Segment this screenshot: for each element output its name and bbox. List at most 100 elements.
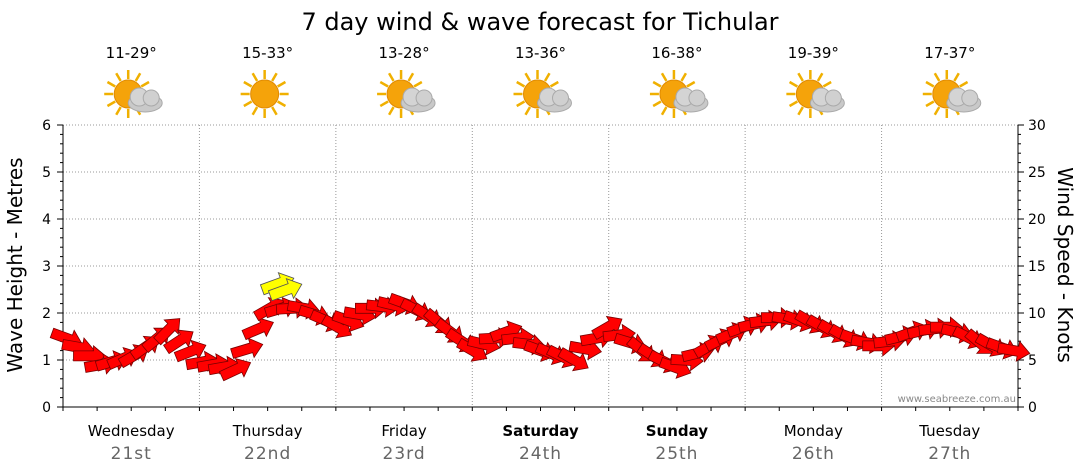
cloud-shape xyxy=(415,89,433,107)
sun-ray xyxy=(271,106,278,116)
axes: 0 01 52 103 154 205 256 30 xyxy=(42,118,1046,416)
day-date: 24th xyxy=(519,444,562,464)
partly-cloudy-icon xyxy=(377,70,436,118)
sun-ray xyxy=(660,72,668,82)
day-temperature: 16-38° xyxy=(651,44,702,62)
sun-ray xyxy=(788,80,798,88)
sun-disc xyxy=(250,79,280,109)
y-tick-right: 5 xyxy=(1028,353,1037,369)
day-name: Saturday xyxy=(502,422,579,440)
y-tick-left: 0 xyxy=(42,400,51,416)
day-name: Monday xyxy=(784,422,843,440)
sun-ray xyxy=(516,100,526,108)
cloud-shape xyxy=(142,89,160,107)
weather-row: 11-29° 15-33° 13-28° 13-36° 16-38° 19-39° 17-3… xyxy=(104,44,982,118)
wind-arrow xyxy=(153,318,181,346)
partly-cloudy-icon xyxy=(649,70,709,118)
chart-title: 7 day wind & wave forecast for Tichular xyxy=(301,8,778,36)
sun-ray xyxy=(925,80,935,88)
day-temperature: 11-29° xyxy=(106,44,157,62)
sunny-icon xyxy=(240,70,289,118)
sun-ray xyxy=(959,80,969,88)
sun-ray xyxy=(277,100,287,108)
wind-arrow xyxy=(996,340,1031,362)
day-date: 27th xyxy=(928,444,971,464)
sun-ray xyxy=(379,80,389,88)
cloud-shape xyxy=(552,89,569,107)
y-tick-right: 10 xyxy=(1028,306,1046,322)
sun-ray xyxy=(549,80,559,88)
wind-arrow-highlight xyxy=(267,277,303,302)
sun-ray xyxy=(106,80,116,88)
wind-arrow xyxy=(557,347,589,372)
sun-ray xyxy=(407,72,415,82)
y-tick-left: 4 xyxy=(42,212,51,228)
day-temperature: 19-39° xyxy=(788,44,839,62)
partly-cloudy-icon xyxy=(786,70,845,118)
day-date: 22nd xyxy=(244,444,291,464)
sun-ray xyxy=(271,72,278,82)
wind-arrow xyxy=(173,339,207,363)
watermark: www.seabreeze.com.au xyxy=(898,394,1016,405)
left-axis-label: Wave Height - Metres xyxy=(3,157,27,372)
y-tick-left: 5 xyxy=(42,165,51,181)
day-temperature: 13-28° xyxy=(379,44,430,62)
day-name: Thursday xyxy=(232,422,303,440)
sun-ray xyxy=(822,80,832,88)
sun-ray xyxy=(243,100,253,108)
sun-ray xyxy=(816,72,824,82)
grid xyxy=(63,124,1018,407)
sun-ray xyxy=(251,106,259,116)
sun-ray xyxy=(243,80,253,88)
sun-ray xyxy=(140,80,150,88)
wind-arrow xyxy=(218,358,252,382)
sun-ray xyxy=(387,72,395,82)
sun-ray xyxy=(652,80,662,88)
day-date: 23rd xyxy=(383,444,426,464)
sun-ray xyxy=(134,72,142,82)
cloud-shape xyxy=(688,89,706,107)
wind-arrows xyxy=(49,271,1031,382)
sun-ray xyxy=(925,100,935,108)
wind-arrow xyxy=(230,337,264,359)
day-date: 26th xyxy=(792,444,835,464)
day-name: Friday xyxy=(381,422,427,440)
sun-ray xyxy=(686,80,696,88)
sun-ray xyxy=(115,72,122,82)
y-tick-right: 20 xyxy=(1028,212,1046,228)
sun-ray xyxy=(524,72,532,82)
sun-ray xyxy=(953,72,960,82)
day-date: 25th xyxy=(655,444,698,464)
sun-ray xyxy=(524,106,532,116)
day-labels: Wednesday 21st Thursday 22nd Friday 23rd Satur… xyxy=(88,422,981,464)
y-tick-left: 2 xyxy=(42,306,51,322)
wind-arrow xyxy=(163,329,194,355)
sun-ray xyxy=(933,72,941,82)
partly-cloudy-icon xyxy=(513,70,572,118)
sun-ray xyxy=(516,80,526,88)
y-tick-right: 25 xyxy=(1028,165,1046,181)
y-tick-right: 0 xyxy=(1028,400,1037,416)
cloud-shape xyxy=(961,89,979,107)
day-name: Sunday xyxy=(646,422,709,440)
sun-ray xyxy=(660,106,668,116)
sun-ray xyxy=(797,106,804,116)
sun-ray xyxy=(652,100,662,108)
sun-ray xyxy=(387,106,395,116)
day-date: 21st xyxy=(111,444,152,464)
y-tick-left: 6 xyxy=(42,118,51,134)
sun-ray xyxy=(413,80,423,88)
y-tick-right: 15 xyxy=(1028,259,1046,275)
wind-arrow xyxy=(591,315,623,340)
sun-ray xyxy=(680,72,688,82)
day-temperature: 13-36° xyxy=(515,44,566,62)
sun-ray xyxy=(115,106,122,116)
sun-ray xyxy=(933,106,941,116)
right-axis-label: Wind Speed - Knots xyxy=(1053,167,1077,363)
y-tick-right: 30 xyxy=(1028,118,1046,134)
sun-ray xyxy=(277,80,287,88)
sun-ray xyxy=(106,100,116,108)
y-tick-left: 3 xyxy=(42,259,51,275)
y-tick-left: 1 xyxy=(42,353,51,369)
